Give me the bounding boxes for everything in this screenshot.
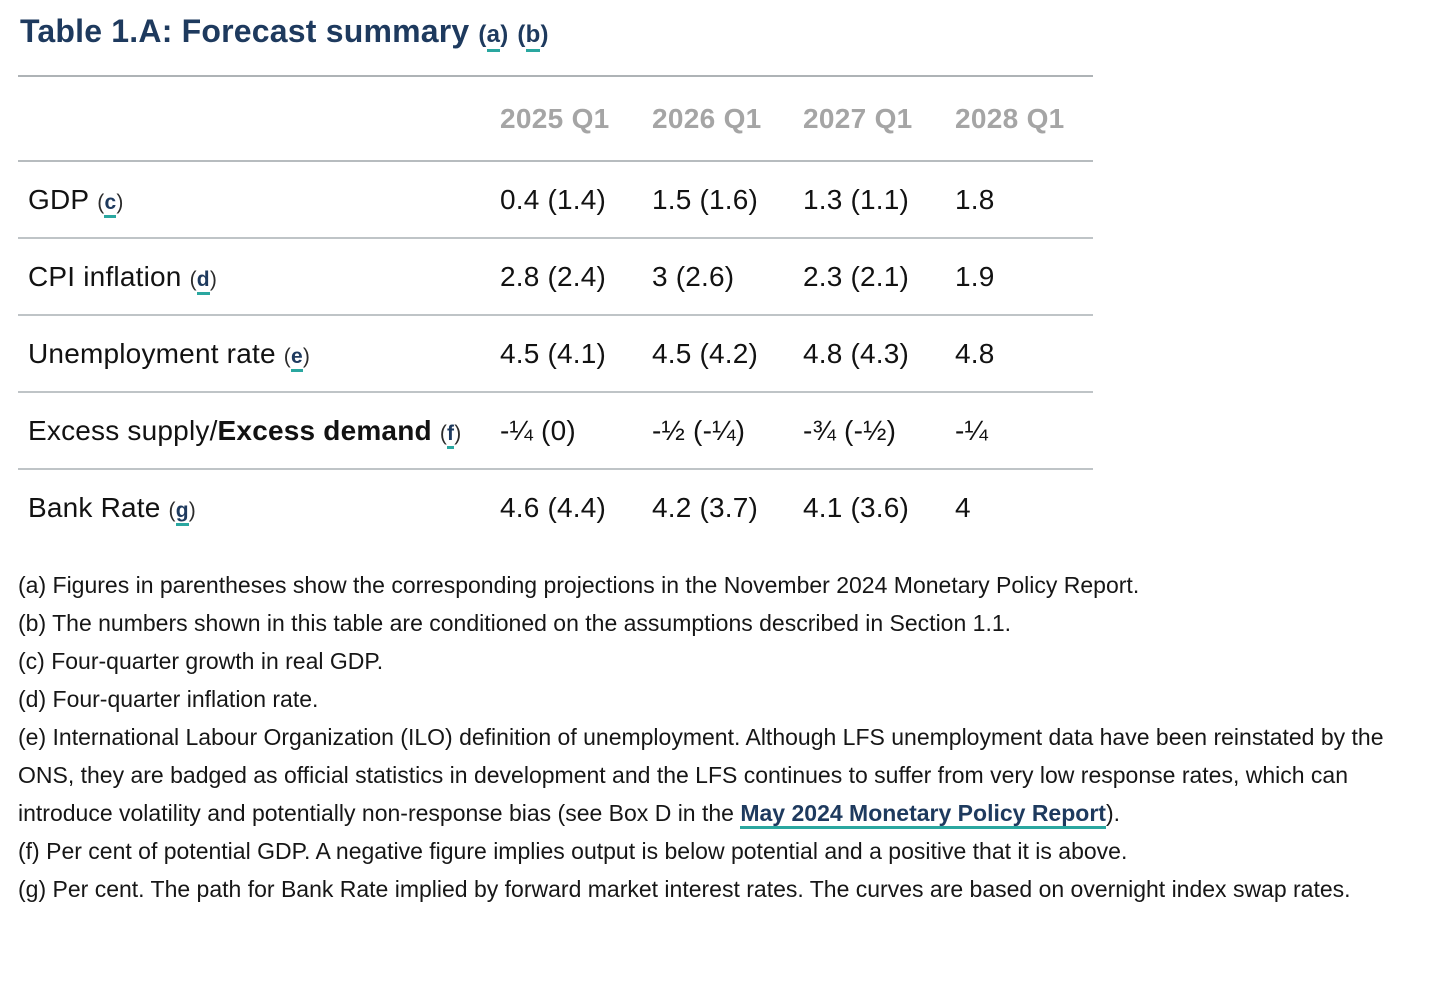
may-2024-mpr-link[interactable]: May 2024 Monetary Policy Report	[740, 800, 1106, 829]
paren: )	[500, 21, 509, 48]
cell-value: 4.5 (4.1)	[490, 315, 642, 393]
cell-value: 4	[955, 491, 971, 523]
row-label: GDP	[28, 183, 90, 215]
paren: (	[189, 267, 197, 291]
paren: (	[283, 344, 291, 368]
cell-value: 4.8 (4.3)	[793, 315, 945, 393]
footnote-text: Per cent of potential GDP. A negative fi…	[46, 838, 1128, 864]
row-gdp: GDP (c) 0.4 (1.4) 1.5 (1.6) 1.3 (1.1) 1.8	[18, 161, 1093, 239]
cell-value: 1.3 (1.1)	[793, 161, 945, 239]
cell-value: 3 (2.6)	[642, 238, 793, 316]
footnote-text: Per cent. The path for Bank Rate implied…	[52, 876, 1351, 902]
footnote-g: (g) Per cent. The path for Bank Rate imp…	[18, 870, 1438, 908]
row-label-bold: Excess demand	[217, 414, 432, 446]
footnote-text: Four-quarter inflation rate.	[52, 686, 319, 712]
footnote-text-after: ).	[1105, 800, 1120, 826]
row-label-cell: Unemployment rate (e)	[18, 315, 490, 393]
row-label-cell: GDP (c)	[18, 161, 490, 239]
footnote-id: (e)	[18, 724, 47, 750]
row-header-blank	[18, 75, 490, 162]
row-label: Excess supply/	[28, 414, 218, 446]
cell-value: 2.3 (2.1)	[793, 238, 945, 316]
row-label-cell: CPI inflation (d)	[18, 238, 490, 316]
row-label: Bank Rate	[28, 491, 161, 523]
footnote-text: Figures in parentheses show the correspo…	[52, 572, 1140, 598]
footnote-id: (b)	[18, 610, 47, 636]
column-header-2026-q1: 2026 Q1	[642, 75, 793, 162]
cell-value: 4.6 (4.4)	[500, 491, 607, 523]
ref-letter: d	[196, 267, 210, 295]
footnote-e: (e) International Labour Organization (I…	[18, 718, 1438, 832]
paren: (	[478, 21, 487, 48]
cell-value: 0.4 (1.4)	[490, 161, 642, 239]
footnote-ref-e[interactable]: (e)	[283, 344, 311, 372]
footnote-d: (d) Four-quarter inflation rate.	[18, 680, 1438, 718]
ref-letter: a	[486, 21, 501, 52]
row-label: Unemployment rate	[28, 337, 276, 369]
forecast-summary-table: 2025 Q1 2026 Q1 2027 Q1 2028 Q1 GDP (c) 0…	[18, 75, 1093, 545]
cell-value: -¼	[945, 392, 1093, 470]
footnote-ref-d[interactable]: (d)	[189, 267, 218, 295]
ref-letter: e	[290, 344, 303, 372]
footnote-c: (c) Four-quarter growth in real GDP.	[18, 642, 1438, 680]
paren: (	[517, 21, 526, 48]
footnote-b: (b) The numbers shown in this table are …	[18, 604, 1438, 642]
paren: )	[540, 21, 549, 48]
ref-letter: c	[104, 190, 117, 218]
footnote-ref-c[interactable]: (c)	[97, 190, 124, 218]
paren: )	[116, 190, 124, 214]
cell-value: -½ (-¼)	[642, 392, 793, 470]
title-text: Table 1.A: Forecast summary	[20, 13, 470, 49]
footnote-f: (f) Per cent of potential GDP. A negativ…	[18, 832, 1438, 870]
ref-letter: f	[447, 421, 455, 449]
row-bank-rate: Bank Rate (g) 4.6 (4.4) 4.2 (3.7) 4.1 (3.…	[18, 469, 1093, 545]
cell-value: -¾ (-½)	[793, 392, 945, 470]
cell-value: 1.9	[945, 238, 1093, 316]
paren: (	[97, 190, 105, 214]
footnote-id: (d)	[18, 686, 47, 712]
footnote-id: (a)	[18, 572, 47, 598]
cell-value: 4.8	[945, 315, 1093, 393]
row-unemployment-rate: Unemployment rate (e) 4.5 (4.1) 4.5 (4.2)…	[18, 315, 1093, 393]
row-label: CPI inflation	[28, 260, 182, 292]
cell-value: 2.8 (2.4)	[490, 238, 642, 316]
ref-letter: g	[175, 498, 189, 526]
column-header-2027-q1: 2027 Q1	[793, 75, 945, 162]
paren: (	[168, 498, 176, 522]
footnote-text: International Labour Organization (ILO) …	[18, 724, 1384, 826]
footnote-text: Four-quarter growth in real GDP.	[51, 648, 384, 674]
column-header-2028-q1: 2028 Q1	[945, 75, 1093, 162]
footnote-ref-f[interactable]: (f)	[439, 421, 462, 449]
paren: )	[302, 344, 311, 368]
header-row: 2025 Q1 2026 Q1 2027 Q1 2028 Q1	[18, 75, 1093, 162]
paren: )	[209, 267, 218, 291]
footnote-ref-b[interactable]: (b)	[517, 21, 549, 52]
page-title: Table 1.A: Forecast summary (a) (b)	[20, 12, 1438, 54]
footnote-id: (c)	[18, 648, 45, 674]
footnote-id: (f)	[18, 838, 40, 864]
cell-value: 4.5 (4.2)	[642, 315, 793, 393]
paren: (	[439, 421, 448, 445]
footnote-text: The numbers shown in this table are cond…	[52, 610, 1012, 636]
row-label-cell: Excess supply/Excess demand (f)	[18, 392, 490, 470]
row-label-cell: Bank Rate (g)	[18, 469, 490, 545]
cell-value: 1.8	[945, 161, 1093, 239]
row-cpi-inflation: CPI inflation (d) 2.8 (2.4) 3 (2.6) 2.3 (…	[18, 238, 1093, 316]
footnote-ref-a[interactable]: (a)	[478, 21, 509, 52]
cell-value: 4.2 (3.7)	[652, 491, 759, 523]
ref-letter: b	[525, 21, 541, 52]
paren: )	[188, 498, 196, 522]
footnote-ref-g[interactable]: (g)	[168, 498, 196, 526]
footnote-a: (a) Figures in parentheses show the corr…	[18, 566, 1438, 604]
column-header-2025-q1: 2025 Q1	[490, 75, 642, 162]
cell-value: 1.5 (1.6)	[642, 161, 793, 239]
cell-value: -¼ (0)	[490, 392, 642, 470]
footnote-id: (g)	[18, 876, 47, 902]
cell-value: 4.1 (3.6)	[803, 491, 910, 523]
paren: )	[454, 421, 462, 445]
footnotes: (a) Figures in parentheses show the corr…	[18, 566, 1438, 908]
row-excess-supply-demand: Excess supply/Excess demand (f) -¼ (0) -½…	[18, 392, 1093, 470]
